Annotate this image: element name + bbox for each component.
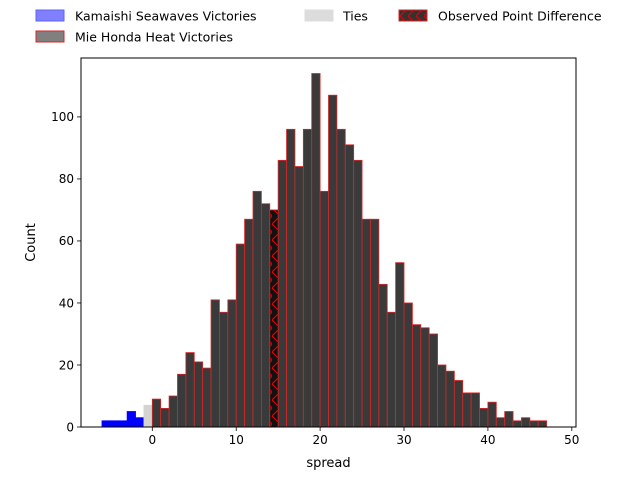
plot-frame — [80, 57, 577, 428]
bar-mie-honda-heat-victories — [294, 166, 304, 428]
bars-layer — [101, 73, 548, 428]
x-axis-label: spread — [306, 456, 350, 471]
y-tick-label: 0 — [66, 420, 74, 434]
bar-mie-honda-heat-victories — [437, 364, 447, 428]
x-tick-label: 0 — [148, 433, 156, 447]
bar-mie-honda-heat-victories — [168, 395, 178, 428]
bar-mie-honda-heat-victories — [277, 159, 287, 428]
bar-mie-honda-heat-victories — [428, 333, 438, 428]
bar-mie-honda-heat-victories — [260, 203, 271, 428]
x-tick-label: 30 — [396, 433, 411, 447]
bar-observed-hatch — [269, 209, 279, 427]
bar-mie-honda-heat-victories — [219, 311, 229, 428]
bar-mie-honda-heat-victories — [487, 401, 497, 428]
bar-mie-honda-heat-victories — [344, 144, 355, 428]
bar-mie-honda-heat-victories — [370, 218, 380, 428]
bar-kamaishi-seawaves-victories — [109, 420, 120, 428]
bar-mie-honda-heat-victories — [202, 367, 212, 428]
y-tick-label: 40 — [59, 296, 74, 310]
legend: Kamaishi Seawaves Victories Mie Honda He… — [35, 9, 602, 45]
legend-label-kamaishi: Kamaishi Seawaves Victories — [75, 9, 257, 24]
bar-mie-honda-heat-victories — [495, 417, 506, 428]
legend-label-mie: Mie Honda Heat Victories — [75, 30, 233, 45]
bar-mie-honda-heat-victories — [244, 218, 254, 428]
y-tick-label: 60 — [59, 234, 74, 248]
legend-entry-ties: Ties — [304, 9, 368, 24]
legend-swatch-ties — [304, 9, 334, 22]
legend-label-observed: Observed Point Difference — [438, 9, 602, 24]
bar-mie-honda-heat-victories — [185, 352, 195, 428]
bar-kamaishi-seawaves-victories — [101, 420, 111, 428]
bar-mie-honda-heat-victories — [252, 190, 262, 428]
bar-mie-honda-heat-victories — [470, 392, 480, 428]
bar-kamaishi-seawaves-victories — [126, 411, 136, 428]
x-tick-label: 20 — [312, 433, 327, 447]
x-tick-label: 10 — [229, 433, 244, 447]
bar-mie-honda-heat-victories — [361, 218, 371, 428]
bar-mie-honda-heat-victories — [529, 420, 539, 428]
bar-mie-honda-heat-victories — [445, 370, 455, 428]
legend-swatch-observed-hatch — [399, 10, 427, 21]
bar-mie-honda-heat-victories — [521, 417, 531, 428]
bar-mie-honda-heat-victories — [462, 392, 472, 428]
y-axis-ticks: 0 20 40 60 80 100 — [51, 110, 81, 434]
bar-mie-honda-heat-victories — [479, 407, 489, 428]
bar-mie-honda-heat-victories — [411, 324, 422, 428]
bar-mie-honda-heat-victories — [453, 380, 464, 428]
bar-mie-honda-heat-victories — [353, 159, 363, 428]
bar-mie-honda-heat-victories — [512, 420, 522, 428]
bar-kamaishi-seawaves-victories — [135, 417, 145, 428]
legend-entry-observed: Observed Point Difference — [398, 9, 602, 24]
y-tick-label: 100 — [51, 110, 74, 124]
bar-mie-honda-heat-victories — [227, 299, 237, 428]
bar-mie-honda-heat-victories — [177, 373, 187, 428]
bar-mie-honda-heat-victories — [151, 398, 162, 428]
x-axis-ticks: 0 10 20 30 40 50 — [148, 427, 579, 447]
legend-entry-mie: Mie Honda Heat Victories — [35, 30, 233, 45]
bar-mie-honda-heat-victories — [504, 411, 514, 428]
bar-ties — [143, 404, 153, 428]
bar-mie-honda-heat-victories — [403, 302, 413, 428]
x-tick-label: 40 — [480, 433, 495, 447]
legend-swatch-mie — [35, 30, 65, 43]
y-tick-label: 20 — [59, 358, 74, 372]
bar-mie-honda-heat-victories — [235, 243, 246, 428]
bar-mie-honda-heat-victories — [420, 327, 430, 428]
bar-mie-honda-heat-victories — [302, 128, 313, 428]
legend-label-ties: Ties — [342, 9, 368, 24]
bar-mie-honda-heat-victories — [286, 128, 296, 428]
bar-mie-honda-heat-victories — [336, 128, 346, 428]
bar-mie-honda-heat-victories — [160, 407, 170, 428]
x-tick-label: 50 — [564, 433, 579, 447]
bar-mie-honda-heat-victories — [210, 299, 220, 428]
bar-mie-honda-heat-victories — [386, 311, 397, 428]
legend-entry-kamaishi: Kamaishi Seawaves Victories — [35, 9, 257, 24]
bar-mie-honda-heat-victories — [328, 94, 338, 428]
bar-mie-honda-heat-victories — [395, 262, 405, 428]
bar-mie-honda-heat-victories — [193, 361, 204, 428]
bar-mie-honda-heat-victories — [537, 420, 548, 428]
legend-swatch-kamaishi — [35, 9, 65, 22]
y-axis-label: Count — [24, 223, 39, 262]
bar-mie-honda-heat-victories — [319, 190, 329, 428]
bar-kamaishi-seawaves-victories — [118, 420, 128, 428]
y-tick-label: 80 — [59, 172, 74, 186]
bar-mie-honda-heat-victories — [378, 283, 388, 428]
bar-mie-honda-heat-victories — [311, 73, 321, 428]
